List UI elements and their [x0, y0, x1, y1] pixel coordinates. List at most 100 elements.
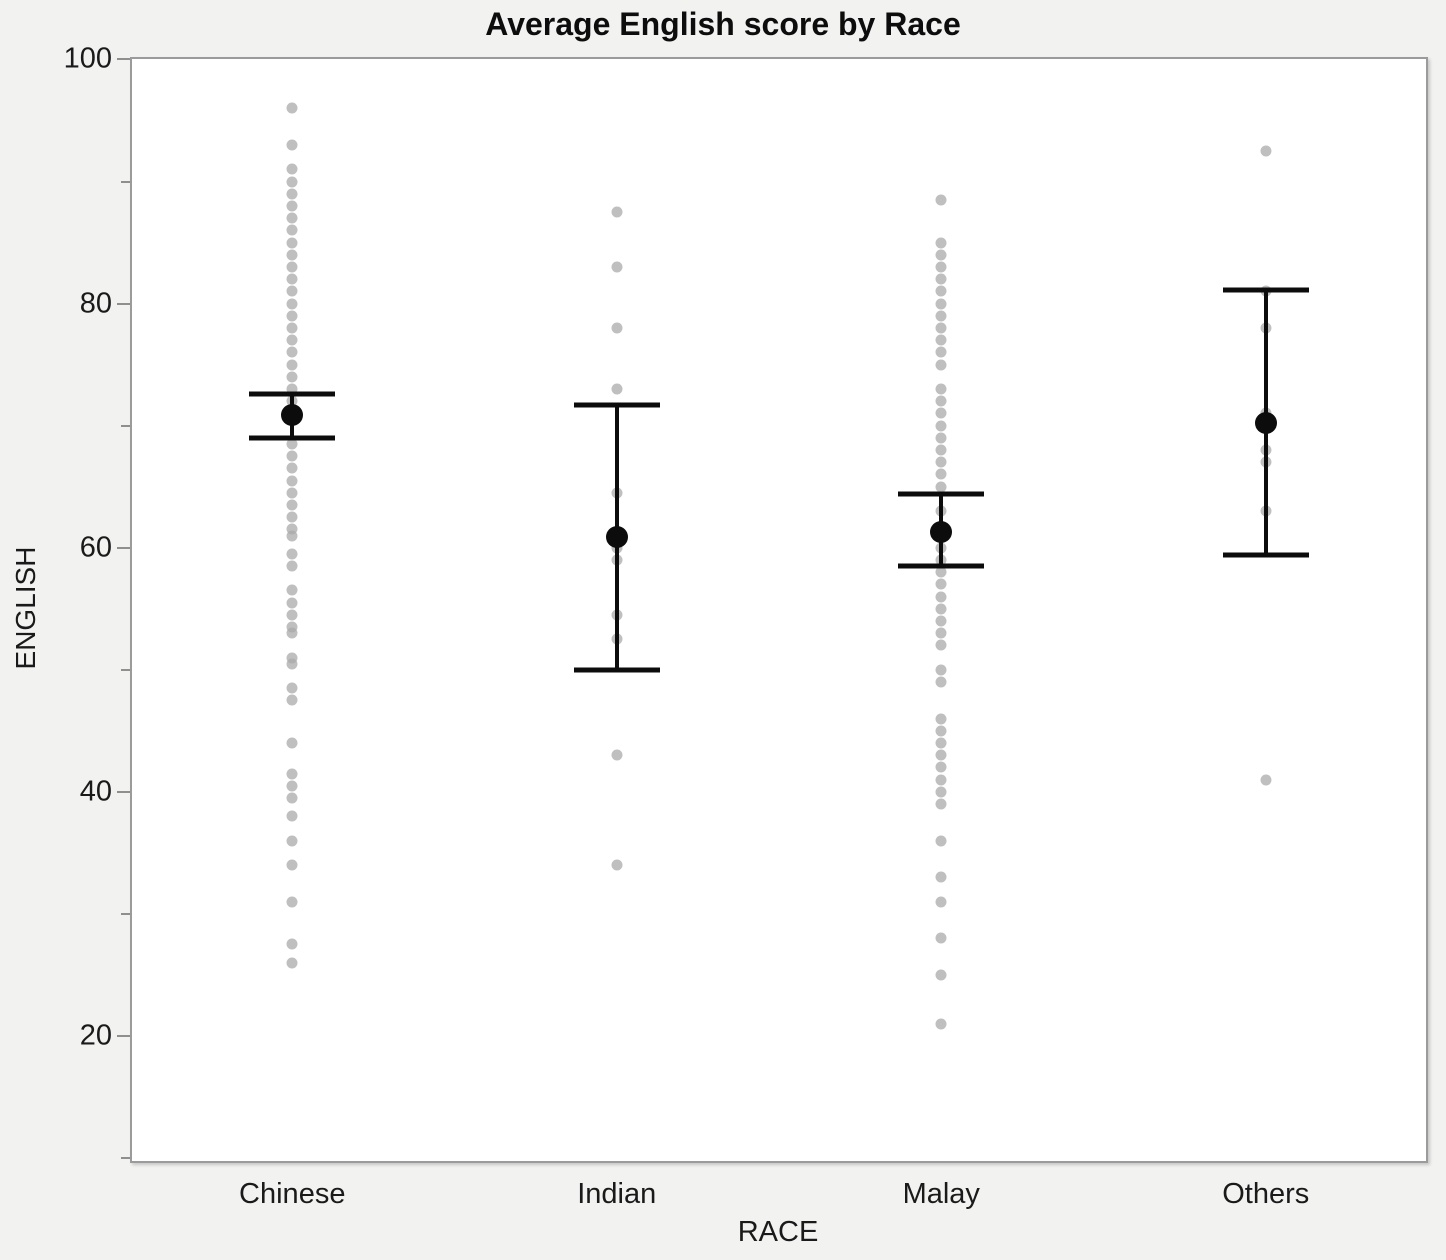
y-tick-label: 60	[79, 531, 112, 564]
x-category-label: Malay	[902, 1178, 980, 1210]
jitter-dot	[286, 487, 298, 499]
jitter-dot	[935, 194, 947, 206]
jitter-dot	[286, 188, 298, 200]
jitter-dot	[286, 780, 298, 792]
jitter-dot	[286, 359, 298, 371]
y-minor-tick	[121, 668, 130, 671]
jitter-dot	[935, 664, 947, 676]
jitter-dot	[935, 761, 947, 773]
jitter-dot	[935, 615, 947, 627]
jitter-dot	[935, 725, 947, 737]
jitter-dot	[935, 932, 947, 944]
jitter-dot	[611, 206, 623, 218]
jitter-dot	[286, 334, 298, 346]
jitter-dot	[935, 578, 947, 590]
jitter-dot	[286, 548, 298, 560]
jitter-dot	[286, 249, 298, 261]
jitter-dot	[286, 450, 298, 462]
jitter-dot	[935, 420, 947, 432]
jitter-dot	[935, 383, 947, 395]
jitter-dot	[935, 749, 947, 761]
jitter-dot	[286, 139, 298, 151]
jitter-dot	[286, 560, 298, 572]
y-major-tick	[117, 302, 130, 305]
jitter-dot	[286, 896, 298, 908]
jitter-dot	[286, 682, 298, 694]
jitter-dot	[935, 432, 947, 444]
jitter-dot	[286, 499, 298, 511]
x-axis-label: RACE	[737, 1216, 819, 1248]
jitter-dot	[611, 383, 623, 395]
mean-marker	[605, 525, 628, 548]
mean-marker	[281, 403, 304, 426]
jitter-dot	[935, 603, 947, 615]
y-minor-tick	[121, 424, 130, 427]
jitter-dot	[286, 475, 298, 487]
jitter-dot	[935, 798, 947, 810]
error-bar-cap-top	[249, 391, 336, 397]
jitter-dot	[935, 468, 947, 480]
jitter-dot	[286, 609, 298, 621]
error-bar-cap-top	[898, 491, 985, 497]
jitter-dot	[611, 261, 623, 273]
jitter-dot	[1260, 774, 1272, 786]
jitter-dot	[286, 298, 298, 310]
jitter-dot	[935, 969, 947, 981]
jitter-dot	[286, 768, 298, 780]
jitter-dot	[286, 383, 298, 395]
error-bar-cap-bottom	[898, 563, 985, 569]
y-tick-label: 80	[79, 287, 112, 320]
jitter-dot	[935, 261, 947, 273]
jitter-dot	[935, 1018, 947, 1030]
y-major-tick	[117, 58, 130, 61]
jitter-dot	[286, 237, 298, 249]
jitter-dot	[286, 102, 298, 114]
y-minor-tick	[121, 1157, 130, 1160]
jitter-dot	[286, 835, 298, 847]
x-category-label: Chinese	[239, 1178, 346, 1210]
jitter-dot	[286, 273, 298, 285]
jitter-dot	[286, 212, 298, 224]
jitter-dot	[286, 584, 298, 596]
jitter-dot	[286, 176, 298, 188]
jitter-dot	[286, 200, 298, 212]
jitter-dot	[935, 273, 947, 285]
jitter-dot	[935, 310, 947, 322]
jitter-dot	[935, 481, 947, 493]
jitter-dot	[286, 511, 298, 523]
jitter-dot	[286, 938, 298, 950]
jitter-dot	[935, 285, 947, 297]
jitter-dot	[935, 591, 947, 603]
jitter-dot	[935, 322, 947, 334]
chart-title: Average English score by Race	[485, 6, 961, 42]
jitter-dot	[935, 896, 947, 908]
jitter-dot	[286, 462, 298, 474]
jitter-dot	[935, 639, 947, 651]
y-minor-tick	[121, 180, 130, 183]
jitter-dot	[611, 859, 623, 871]
jitter-dot	[286, 597, 298, 609]
error-bar-cap-bottom	[249, 435, 336, 441]
jitter-dot	[935, 395, 947, 407]
jitter-dot	[935, 786, 947, 798]
jitter-dot	[286, 658, 298, 670]
error-bar-cap-bottom	[573, 667, 660, 673]
jitter-dot	[935, 334, 947, 346]
jitter-dot	[935, 835, 947, 847]
y-major-tick	[117, 1035, 130, 1038]
jitter-dot	[1260, 145, 1272, 157]
jitter-dot	[935, 627, 947, 639]
mean-marker	[1254, 412, 1277, 435]
y-major-tick	[117, 546, 130, 549]
jitter-dot	[935, 871, 947, 883]
jitter-dot	[286, 523, 298, 535]
jitter-dot	[286, 810, 298, 822]
jitter-dot	[286, 737, 298, 749]
jitter-dot	[286, 859, 298, 871]
jitter-dot	[286, 310, 298, 322]
mean-marker	[930, 520, 953, 543]
plot-area	[130, 57, 1428, 1163]
jitter-dot	[935, 237, 947, 249]
jitter-dot	[286, 530, 298, 542]
